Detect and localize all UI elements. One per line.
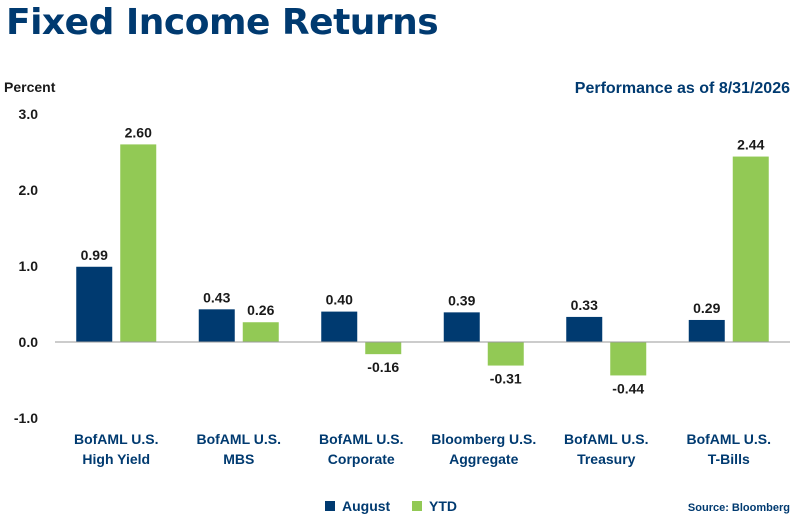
data-label-august: 0.43 [203, 289, 230, 305]
category-label: BofAML U.S. [319, 431, 404, 447]
category-label: Bloomberg U.S. [431, 431, 536, 447]
data-label-august: 0.40 [326, 292, 353, 308]
chart-title: Fixed Income Returns [6, 2, 439, 43]
bar-august [321, 311, 358, 342]
chart-subtitle: Performance as of 8/31/2026 [575, 80, 790, 97]
category-label: BofAML U.S. [686, 431, 771, 447]
legend-label-august: August [342, 498, 391, 514]
y-tick-label: 3.0 [19, 106, 39, 122]
bar-august [688, 319, 725, 342]
bar-ytd [365, 342, 402, 355]
bar-ytd [242, 322, 279, 342]
data-label-ytd: -0.44 [612, 380, 644, 396]
legend-swatch-ytd [412, 501, 422, 511]
data-label-august: 0.39 [448, 292, 475, 308]
y-tick-label: 2.0 [19, 182, 39, 198]
bar-ytd [732, 156, 769, 342]
category-label: Aggregate [449, 451, 518, 467]
legend-swatch-august [325, 501, 335, 511]
data-label-august: 0.33 [571, 297, 598, 313]
data-label-ytd: -0.31 [490, 371, 522, 387]
data-label-august: 0.29 [693, 300, 720, 316]
legend: August YTD [325, 498, 457, 514]
bar-august [198, 309, 235, 342]
y-tick-label: 1.0 [19, 258, 39, 274]
data-label-august: 0.99 [81, 247, 108, 263]
source-note: Source: Bloomberg [688, 502, 790, 514]
category-label: BofAML U.S. [74, 431, 159, 447]
bar-august [76, 266, 113, 342]
category-label: BofAML U.S. [564, 431, 649, 447]
category-label: T-Bills [708, 451, 750, 467]
data-label-ytd: 0.26 [247, 302, 274, 318]
category-label: Treasury [577, 451, 636, 467]
bar-ytd [120, 144, 157, 342]
legend-label-ytd: YTD [429, 498, 457, 514]
y-tick-label: 0.0 [19, 334, 39, 350]
category-label: BofAML U.S. [196, 431, 281, 447]
y-axis-label: Percent [4, 79, 56, 95]
data-label-ytd: 2.44 [737, 137, 764, 153]
bar-august [443, 312, 480, 342]
data-label-ytd: 2.60 [125, 124, 152, 140]
data-label-ytd: -0.16 [367, 359, 399, 375]
bar-ytd [610, 342, 647, 376]
category-label: High Yield [82, 451, 150, 467]
category-label: MBS [223, 451, 254, 467]
y-tick-label: -1.0 [14, 410, 38, 426]
bar-ytd [487, 342, 524, 366]
category-label: Corporate [328, 451, 395, 467]
bar-august [566, 316, 603, 342]
